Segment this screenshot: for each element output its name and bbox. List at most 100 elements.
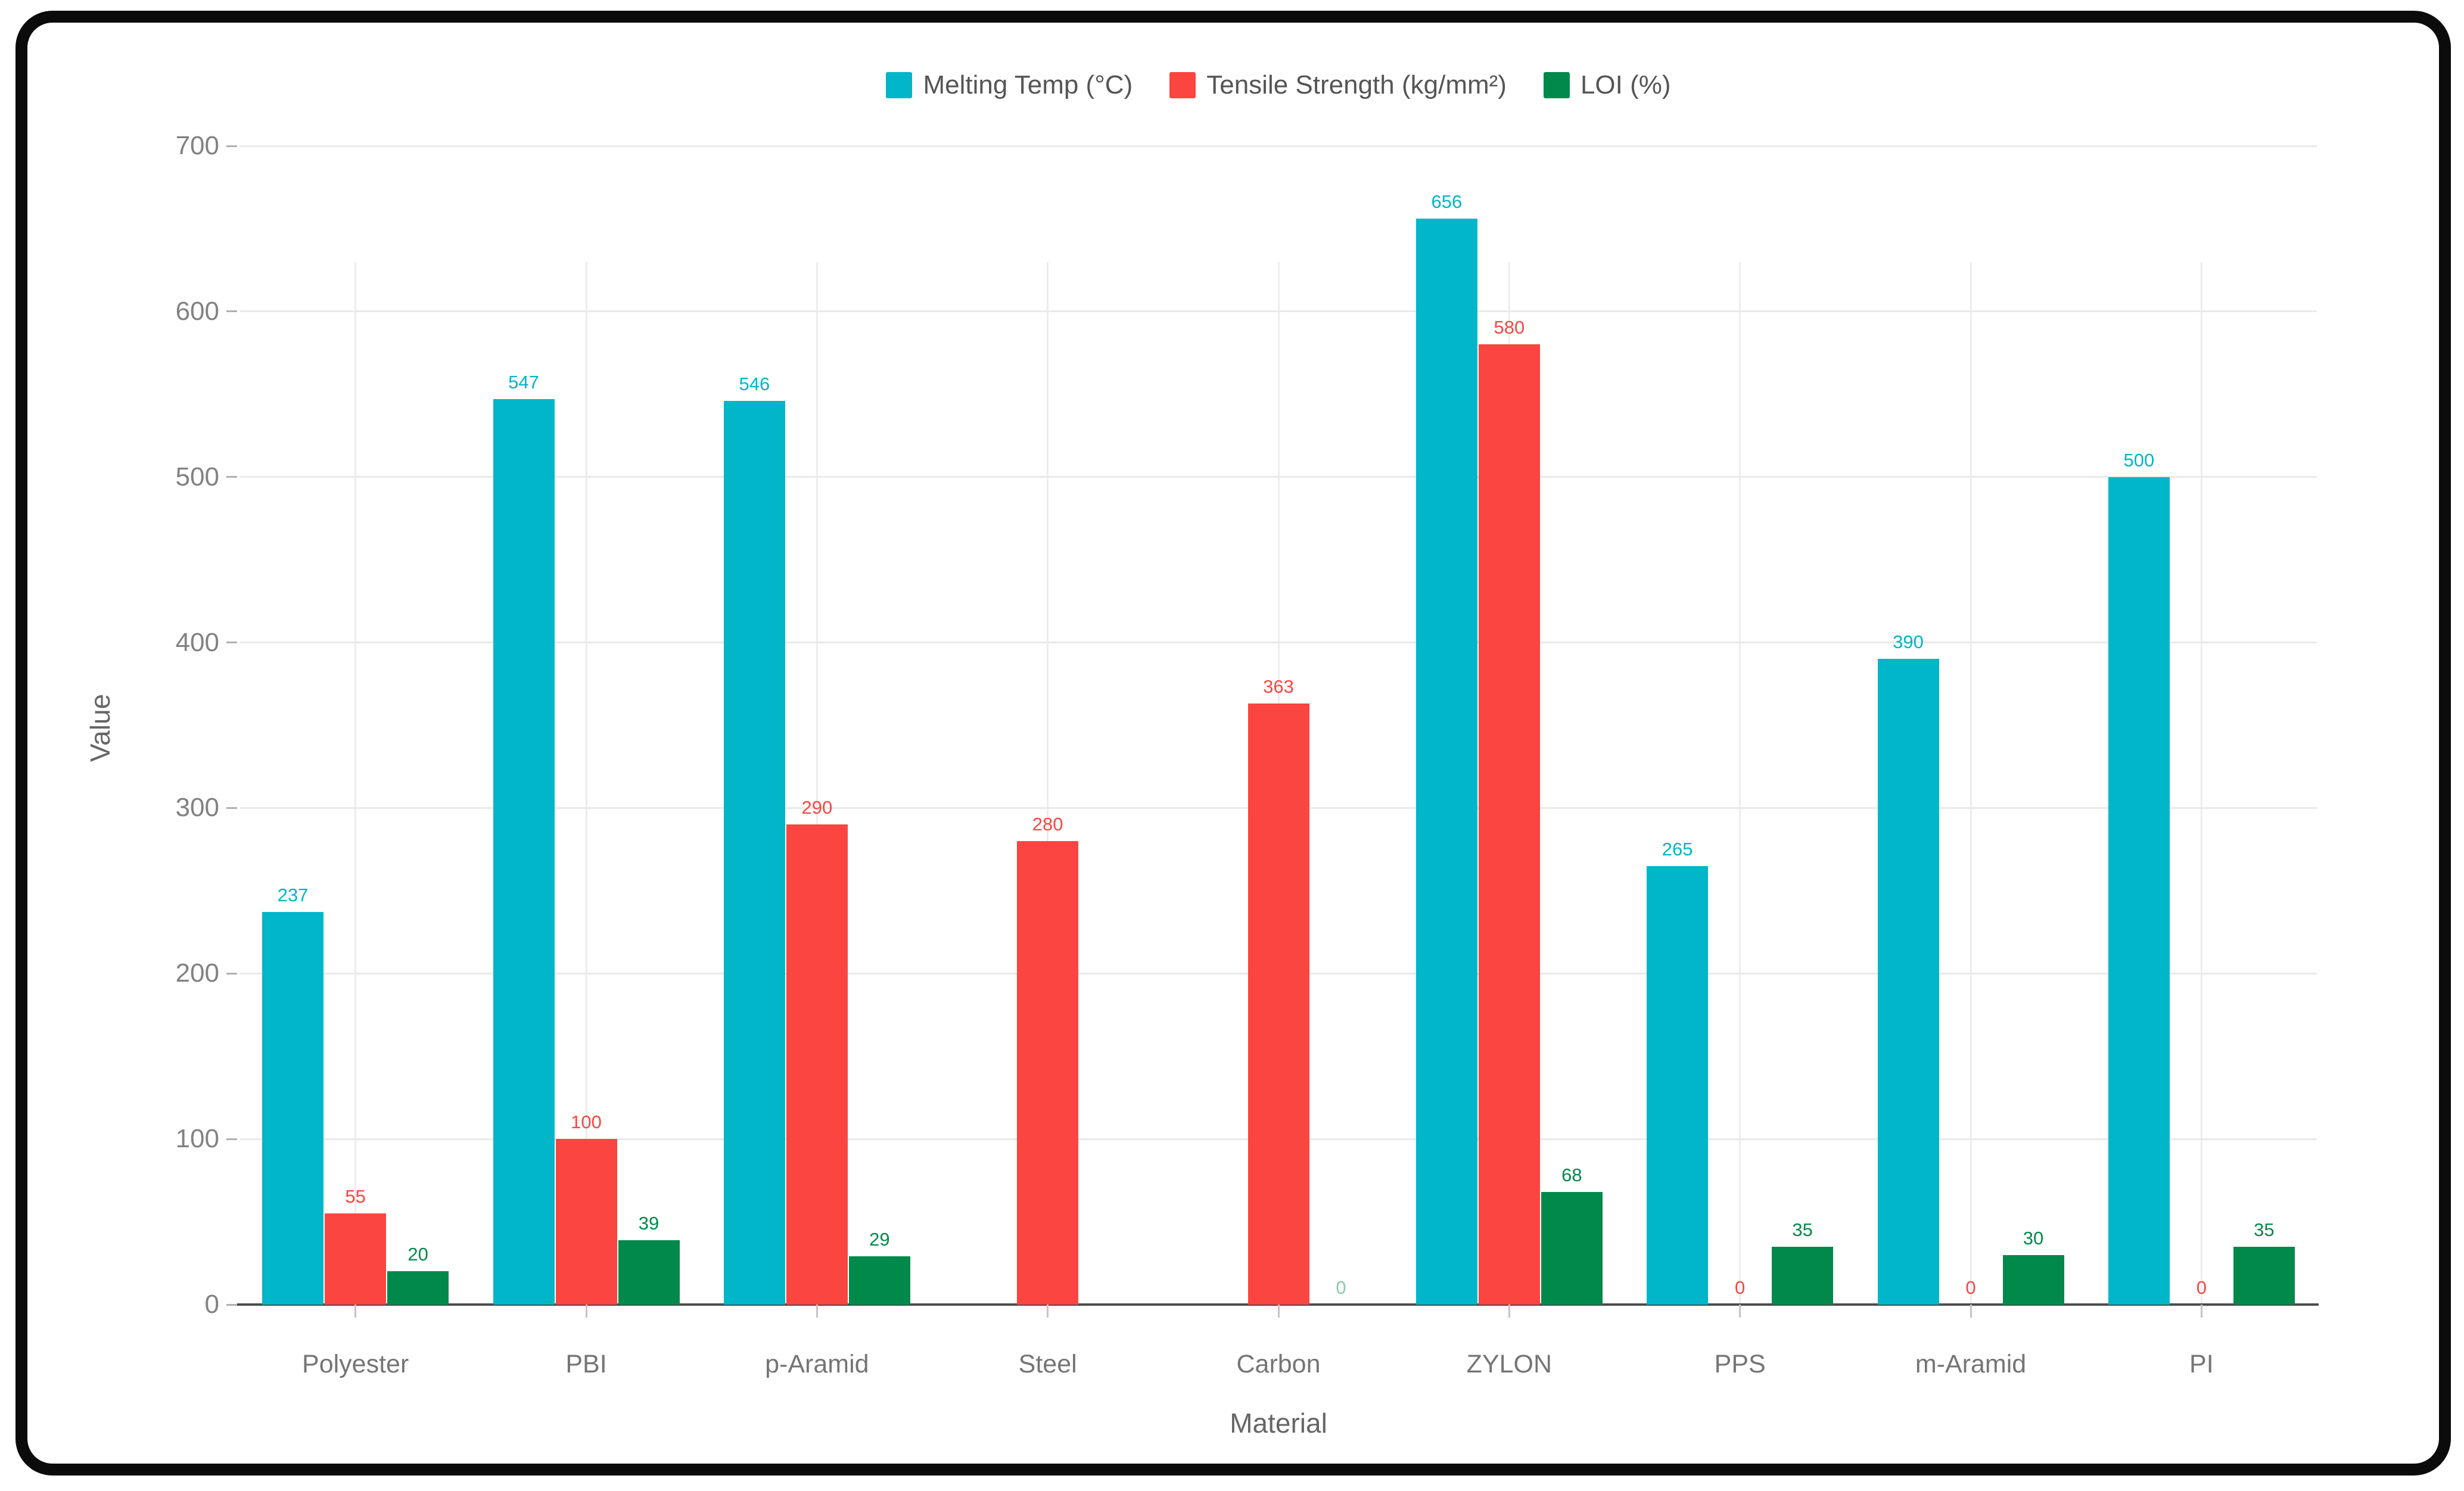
- y-tick-label-300: 300: [175, 793, 219, 823]
- bar-zylon-loi[interactable]: [1541, 1192, 1603, 1305]
- bar-value-label-pps-melting-temp-c: 265: [1662, 838, 1693, 860]
- y-tick-label-400: 400: [175, 627, 219, 657]
- x-tick-mark-pi: [2200, 1305, 2202, 1318]
- x-axis-title: Material: [1230, 1408, 1327, 1439]
- bar-value-label-zylon-melting-temp-c: 656: [1431, 191, 1463, 213]
- y-tick-mark-400: [226, 642, 237, 644]
- x-category-label-pbi: PBI: [565, 1350, 607, 1378]
- bar-zylon-melting-temp-c[interactable]: [1415, 219, 1477, 1305]
- bar-value-label-m-aramid-melting-temp-c: 390: [1893, 631, 1924, 653]
- y-tick-label-600: 600: [175, 296, 219, 326]
- bar-m-aramid-melting-temp-c[interactable]: [1877, 659, 1939, 1305]
- legend: Melting Temp (°C) Tensile Strength (kg/mm…: [240, 70, 2317, 100]
- bar-m-aramid-loi[interactable]: [2002, 1255, 2064, 1305]
- x-category-label-m-aramid: m-Aramid: [1915, 1350, 2027, 1378]
- bar-p-aramid-loi[interactable]: [848, 1256, 910, 1305]
- bar-value-label-zylon-tensile-strength-kg-mm: 580: [1494, 317, 1525, 338]
- bar-value-label-carbon-loi: 0: [1336, 1277, 1346, 1298]
- bar-value-label-zylon-loi: 68: [1561, 1165, 1582, 1186]
- v-gridline-pi: [2200, 262, 2202, 1305]
- y-tick-mark-700: [226, 145, 237, 147]
- bar-pi-melting-temp-c[interactable]: [2108, 477, 2170, 1305]
- y-tick-mark-200: [226, 972, 237, 975]
- x-category-label-p-aramid: p-Aramid: [765, 1350, 869, 1378]
- bar-polyester-loi[interactable]: [387, 1271, 449, 1305]
- bar-value-label-pi-loi: 35: [2254, 1219, 2275, 1240]
- x-category-label-carbon: Carbon: [1236, 1350, 1321, 1378]
- legend-swatch-tensile-strength-kg-mm-icon: [1169, 72, 1196, 98]
- legend-swatch-loi-icon: [1543, 72, 1570, 98]
- bar-value-label-carbon-tensile-strength-kg-mm: 363: [1263, 676, 1294, 698]
- bar-value-label-pbi-tensile-strength-kg-mm: 100: [571, 1112, 602, 1133]
- x-category-label-zylon: ZYLON: [1466, 1350, 1553, 1378]
- x-category-label-pi: PI: [2189, 1350, 2214, 1378]
- v-gridline-polyester: [354, 262, 357, 1305]
- h-gridline-600: [240, 310, 2317, 313]
- bar-pbi-tensile-strength-kg-mm[interactable]: [555, 1139, 617, 1305]
- bar-value-label-polyester-tensile-strength-kg-mm: 55: [345, 1186, 366, 1207]
- legend-item-melting-temp-c[interactable]: Melting Temp (°C): [886, 70, 1133, 100]
- bar-polyester-melting-temp-c[interactable]: [262, 912, 324, 1305]
- v-gridline-m-aramid: [1970, 262, 1972, 1305]
- bar-pi-loi[interactable]: [2233, 1246, 2295, 1305]
- x-tick-mark-p-aramid: [816, 1305, 818, 1318]
- bar-value-label-p-aramid-loi: 29: [869, 1229, 890, 1250]
- bar-value-label-p-aramid-melting-temp-c: 546: [739, 373, 770, 394]
- bar-value-label-pi-melting-temp-c: 500: [2123, 449, 2155, 471]
- bar-pbi-loi[interactable]: [618, 1240, 680, 1305]
- x-tick-mark-steel: [1047, 1305, 1049, 1318]
- x-tick-mark-polyester: [354, 1305, 357, 1318]
- v-gridline-steel: [1047, 262, 1049, 1305]
- y-tick-label-700: 700: [175, 131, 219, 160]
- x-tick-mark-pbi: [585, 1305, 587, 1318]
- h-gridline-700: [240, 145, 2317, 147]
- x-tick-mark-pps: [1739, 1305, 1741, 1318]
- x-tick-mark-zylon: [1508, 1305, 1510, 1318]
- h-gridline-400: [240, 642, 2317, 644]
- y-tick-label-100: 100: [175, 1124, 219, 1154]
- bar-value-label-pps-tensile-strength-kg-mm: 0: [1735, 1277, 1746, 1298]
- bar-value-label-polyester-loi: 20: [407, 1244, 428, 1265]
- legend-item-loi[interactable]: LOI (%): [1543, 70, 1671, 100]
- legend-label: LOI (%): [1580, 70, 1671, 99]
- bar-value-label-pbi-melting-temp-c: 547: [508, 372, 539, 393]
- bar-p-aramid-tensile-strength-kg-mm[interactable]: [786, 824, 848, 1305]
- legend-item-tensile-strength-kg-mm[interactable]: Tensile Strength (kg/mm²): [1169, 70, 1507, 100]
- v-gridline-pps: [1739, 262, 1741, 1305]
- bar-value-label-m-aramid-tensile-strength-kg-mm: 0: [1965, 1277, 1976, 1298]
- card-border: [15, 11, 2451, 1476]
- legend-label: Tensile Strength (kg/mm²): [1206, 70, 1507, 99]
- bar-pbi-melting-temp-c[interactable]: [493, 399, 555, 1305]
- y-tick-mark-0: [226, 1303, 237, 1306]
- legend-swatch-melting-temp-c-icon: [886, 72, 913, 98]
- bar-value-label-m-aramid-loi: 30: [2023, 1227, 2044, 1249]
- v-gridline-pbi: [585, 262, 587, 1305]
- bar-value-label-polyester-melting-temp-c: 237: [277, 885, 309, 906]
- x-category-label-steel: Steel: [1018, 1350, 1077, 1378]
- bar-zylon-tensile-strength-kg-mm[interactable]: [1478, 344, 1540, 1305]
- bar-p-aramid-melting-temp-c[interactable]: [723, 400, 785, 1305]
- y-tick-mark-300: [226, 807, 237, 809]
- y-tick-label-0: 0: [204, 1290, 219, 1319]
- x-category-label-polyester: Polyester: [302, 1350, 409, 1378]
- x-tick-mark-m-aramid: [1970, 1305, 1972, 1318]
- y-axis-title: Value: [85, 693, 116, 762]
- bar-pps-melting-temp-c[interactable]: [1647, 866, 1709, 1305]
- bar-polyester-tensile-strength-kg-mm[interactable]: [325, 1213, 387, 1305]
- bar-steel-tensile-strength-kg-mm[interactable]: [1017, 841, 1079, 1305]
- y-tick-mark-500: [226, 476, 237, 478]
- v-gridline-p-aramid: [816, 262, 818, 1305]
- h-gridline-500: [240, 476, 2317, 478]
- x-tick-mark-carbon: [1277, 1305, 1280, 1318]
- legend-label: Melting Temp (°C): [923, 70, 1133, 99]
- bar-value-label-p-aramid-tensile-strength-kg-mm: 290: [801, 797, 833, 818]
- bar-value-label-pi-tensile-strength-kg-mm: 0: [2196, 1277, 2207, 1298]
- y-tick-mark-100: [226, 1138, 237, 1140]
- x-category-label-pps: PPS: [1714, 1350, 1766, 1378]
- y-tick-label-500: 500: [175, 462, 219, 491]
- bar-value-label-steel-tensile-strength-kg-mm: 280: [1032, 814, 1063, 835]
- y-tick-label-200: 200: [175, 958, 219, 988]
- bar-value-label-pbi-loi: 39: [638, 1212, 659, 1234]
- bar-pps-loi[interactable]: [1772, 1246, 1834, 1305]
- bar-carbon-tensile-strength-kg-mm[interactable]: [1247, 704, 1309, 1305]
